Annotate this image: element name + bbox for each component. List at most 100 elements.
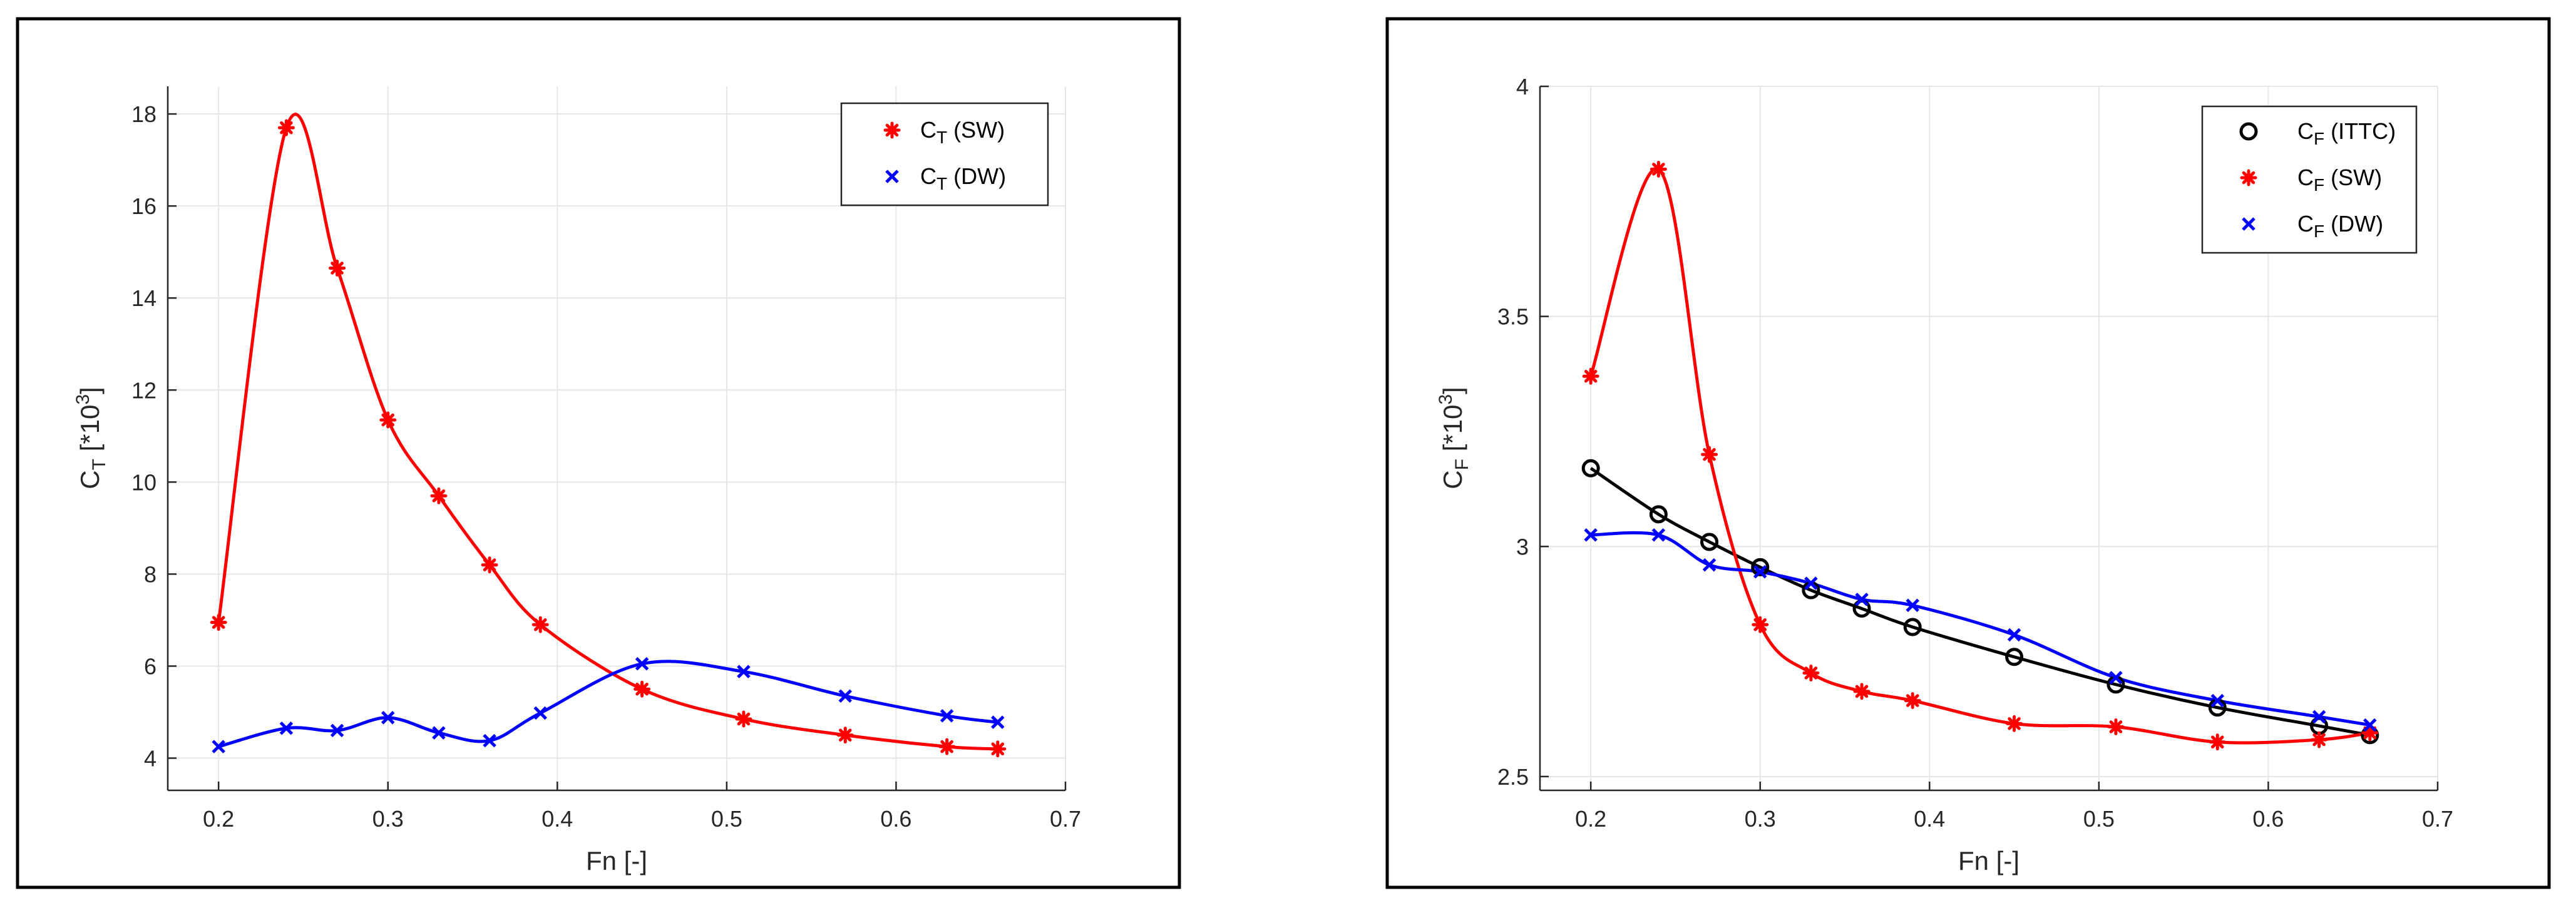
x-tick-label: 0.7 (2422, 806, 2453, 832)
x-tick-label: 0.5 (711, 806, 742, 832)
panel-frame (1385, 17, 2551, 889)
y-tick-label: 6 (144, 653, 157, 679)
legend-label-cf-dw: CF (DW) (2297, 211, 2383, 241)
data-point-cf-dw (1702, 558, 1716, 572)
y-label-sup: 3 (1435, 394, 1456, 405)
data-point-cf-ittc (1903, 618, 1922, 636)
y-tick-label: 14 (131, 285, 157, 311)
data-point-cf-sw (2361, 724, 2379, 742)
data-point-cf-sw (2107, 718, 2125, 736)
x-axis-label: Fn [-] (586, 846, 647, 875)
data-point-cf-dw (1584, 528, 1598, 542)
legend-label-cf-sw: CF (SW) (2297, 165, 2382, 195)
legend-label-ct-sw: CT (SW) (920, 117, 1005, 147)
legend-marker-ct-sw (883, 121, 901, 139)
legend-marker-cf-ittc (2239, 122, 2258, 141)
y-tick-label: 18 (131, 101, 157, 127)
data-point-ct-dw (940, 709, 954, 723)
y-label-end: ] (75, 387, 105, 394)
data-point-ct-sw (938, 738, 956, 755)
data-point-cf-dw (2007, 628, 2021, 642)
y-ticks: 2.5 3 3.5 4 (1497, 74, 1549, 790)
data-point-cf-dw (1753, 564, 1767, 579)
data-point-ct-dw (381, 711, 395, 725)
y-label-end: ] (1438, 387, 1467, 394)
legend-marker-cf-sw (2240, 169, 2257, 186)
y-axis-label: CF [*103] (1435, 387, 1472, 489)
data-point-cf-sw (2006, 715, 2023, 732)
y-tick-label: 3 (1516, 534, 1529, 559)
data-point-ct-dw (212, 740, 225, 753)
y-tick-label: 10 (131, 469, 157, 495)
x-ticks: 0.2 0.3 0.4 0.5 0.6 0.7 (1575, 782, 2453, 832)
y-tick-label: 2.5 (1497, 764, 1529, 790)
data-point-ct-dw (635, 657, 649, 671)
data-point-ct-sw (379, 411, 397, 429)
data-point-cf-sw (2311, 731, 2328, 748)
series-line-cf-sw (1589, 167, 2371, 745)
data-point-cf-dw (1804, 576, 1818, 590)
data-point-cf-ittc (2005, 648, 2024, 666)
x-tick-label: 0.2 (203, 806, 234, 832)
data-point-cf-ittc (1649, 505, 1668, 524)
data-point-ct-sw (531, 616, 549, 633)
data-point-cf-sw (1582, 367, 1599, 385)
y-label-main: C (75, 470, 105, 489)
y-tick-label: 12 (131, 377, 157, 403)
data-point-cf-sw (1853, 683, 1870, 700)
data-point-ct-sw (735, 710, 752, 728)
data-point-ct-dw (279, 721, 294, 735)
y-tick-label: 4 (144, 746, 157, 772)
data-point-cf-sw (1650, 160, 1667, 178)
legend-markers (883, 121, 901, 183)
series-line-cf-ittc (1589, 467, 2371, 737)
data-point-ct-dw (483, 733, 496, 748)
data-point-cf-ittc (1751, 558, 1770, 576)
data-point-ct-dw (737, 665, 751, 679)
x-tick-label: 0.7 (1050, 806, 1081, 832)
x-tick-label: 0.6 (2252, 806, 2284, 832)
y-tick-label: 8 (144, 561, 157, 587)
chart-panel-cf: 0.2 0.3 0.4 0.5 0.6 0.7 2.5 3 3.5 4 Fn [-] CF [*… (1385, 17, 2551, 889)
data-point-cf-dw (2363, 718, 2377, 732)
data-point-cf-ittc (1581, 459, 1600, 477)
x-tick-label: 0.5 (2083, 806, 2115, 832)
legend-markers (2239, 122, 2258, 231)
panel-frame (16, 17, 1181, 889)
data-point-ct-sw (481, 556, 498, 574)
data-point-ct-sw (634, 680, 651, 698)
y-tick-label: 3.5 (1497, 304, 1529, 330)
x-tick-label: 0.3 (372, 806, 404, 832)
x-axis-label: Fn [-] (1958, 846, 2019, 875)
y-label-mid: [*10 (1438, 405, 1467, 459)
data-point-ct-dw (838, 689, 853, 703)
data-point-cf-dw (1855, 593, 1869, 606)
x-tick-label: 0.2 (1575, 806, 1606, 832)
data-point-ct-dw (533, 706, 548, 720)
data-point-cf-sw (1752, 616, 1769, 633)
data-point-ct-sw (277, 119, 295, 136)
data-point-cf-dw (2312, 710, 2326, 724)
grid (168, 86, 1066, 790)
data-point-ct-sw (989, 740, 1007, 758)
legend-marker-ct-dw (885, 170, 899, 183)
data-point-cf-dw (2210, 693, 2225, 708)
data-point-cf-dw (2109, 671, 2123, 685)
x-tick-label: 0.4 (1914, 806, 1945, 832)
y-label-sub: T (89, 459, 110, 470)
y-tick-label: 16 (131, 193, 157, 219)
legend: CT (SW) CT (DW) (840, 102, 1049, 207)
data-point-cf-sw (1701, 446, 1718, 463)
data-point-cf-sw (1802, 665, 1820, 681)
data-point-ct-sw (210, 614, 227, 631)
y-axis-label: CT [*103] (73, 387, 110, 489)
data-point-cf-sw (1904, 692, 1921, 710)
legend-box (2201, 105, 2418, 254)
legend-label-cf-ittc: CF (ITTC) (2297, 118, 2396, 148)
x-tick-label: 0.4 (541, 806, 573, 832)
data-point-cf-ittc (1700, 533, 1719, 551)
data-point-cf-dw (1651, 528, 1666, 542)
y-label-main: C (1438, 470, 1467, 489)
